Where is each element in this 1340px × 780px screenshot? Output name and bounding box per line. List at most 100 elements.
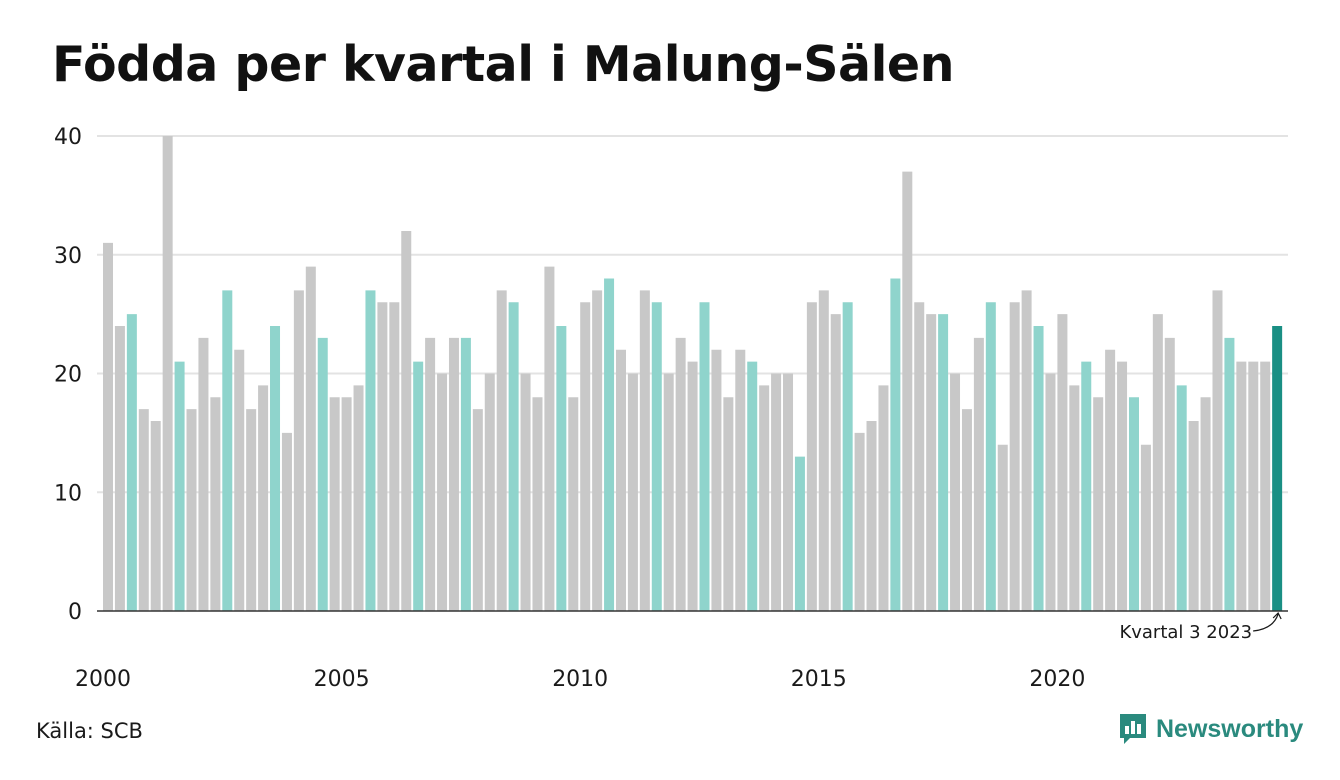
- bar: [961, 409, 972, 612]
- bar: [138, 409, 149, 612]
- bar: [329, 397, 340, 611]
- bar: [341, 397, 352, 611]
- bar: [878, 385, 889, 612]
- x-tick-label: 2000: [75, 667, 131, 692]
- bar: [1248, 361, 1259, 612]
- bar: [615, 349, 626, 611]
- bar: [234, 349, 245, 611]
- bar: [1081, 361, 1092, 612]
- bar: [520, 373, 531, 611]
- bar: [985, 302, 996, 611]
- bar: [926, 314, 937, 612]
- y-tick-label: 0: [68, 600, 82, 625]
- bar: [1021, 290, 1032, 612]
- x-tick-label: 2005: [314, 667, 370, 692]
- bar: [759, 385, 770, 612]
- bar: [198, 337, 209, 612]
- bar: [1272, 326, 1283, 611]
- annotation-arrow: [1253, 611, 1282, 632]
- bar: [1093, 397, 1104, 611]
- bar: [830, 314, 841, 612]
- bar: [639, 290, 650, 612]
- x-tick-label: 2010: [552, 667, 608, 692]
- bar: [1176, 385, 1187, 612]
- bar: [496, 290, 507, 612]
- bar: [162, 136, 173, 611]
- bar: [1045, 373, 1056, 611]
- bar: [723, 397, 734, 611]
- bar: [437, 373, 448, 611]
- brand-name: Newsworthy: [1156, 714, 1304, 743]
- bar: [914, 302, 925, 611]
- bar: [1212, 290, 1223, 612]
- bar: [114, 326, 125, 611]
- bar: [103, 242, 113, 612]
- bar: [580, 302, 591, 611]
- bar: [997, 444, 1008, 611]
- y-tick-label: 10: [54, 481, 82, 506]
- newsworthy-logo-icon: [1120, 714, 1146, 744]
- bar: [1188, 421, 1199, 611]
- bar: [377, 302, 388, 611]
- bar: [854, 432, 865, 612]
- bar: [413, 361, 424, 612]
- bar: [281, 432, 292, 612]
- bar: [186, 409, 197, 612]
- bar: [353, 385, 364, 612]
- bar: [568, 397, 579, 611]
- bar: [210, 397, 221, 611]
- bar: [663, 373, 674, 611]
- bar: [365, 290, 376, 612]
- x-tick-label: 2015: [791, 667, 847, 692]
- bar: [270, 326, 281, 611]
- bar: [126, 314, 137, 612]
- bar: [675, 337, 686, 612]
- y-axis-labels: 0 10 20 30 40: [54, 125, 82, 625]
- bar: [794, 456, 805, 612]
- bars: [103, 136, 1283, 612]
- bar: [1152, 314, 1163, 612]
- bar: [317, 337, 328, 612]
- x-axis-labels: 2000 2005 2010 2015 2020: [75, 667, 1085, 692]
- bar: [222, 290, 233, 612]
- bar: [1260, 361, 1271, 612]
- newsworthy-logo: Newsworthy: [1118, 712, 1303, 746]
- bar: [389, 302, 400, 611]
- bar: [890, 278, 901, 611]
- bar: [938, 314, 949, 612]
- bar: [544, 266, 555, 612]
- bar: [806, 302, 817, 611]
- y-tick-label: 20: [54, 363, 82, 388]
- bar: [556, 326, 567, 611]
- source-label: Källa: SCB: [36, 719, 143, 743]
- bar: [866, 421, 877, 611]
- bar: [460, 337, 471, 612]
- bar: [1200, 397, 1211, 611]
- bar: [950, 373, 961, 611]
- bar: [425, 337, 436, 612]
- bar: [532, 397, 543, 611]
- bar: [604, 278, 615, 611]
- bar: [902, 171, 913, 612]
- bar: [747, 361, 758, 612]
- bar: [1140, 444, 1151, 611]
- bar: [1057, 314, 1068, 612]
- bar: [448, 337, 459, 612]
- bar: [627, 373, 638, 611]
- bar: [1164, 337, 1175, 612]
- bar: [472, 409, 483, 612]
- bar: [771, 373, 782, 611]
- bar: [305, 266, 316, 612]
- bar: [484, 373, 495, 611]
- bar: [699, 302, 710, 611]
- bar: [1236, 361, 1247, 612]
- bar: [783, 373, 794, 611]
- bar: [818, 290, 829, 612]
- bar: [401, 231, 412, 611]
- bar: [592, 290, 603, 612]
- annotation: Kvartal 3 2023: [1119, 611, 1282, 643]
- y-tick-label: 30: [54, 244, 82, 269]
- bar: [973, 337, 984, 612]
- bar: [651, 302, 662, 611]
